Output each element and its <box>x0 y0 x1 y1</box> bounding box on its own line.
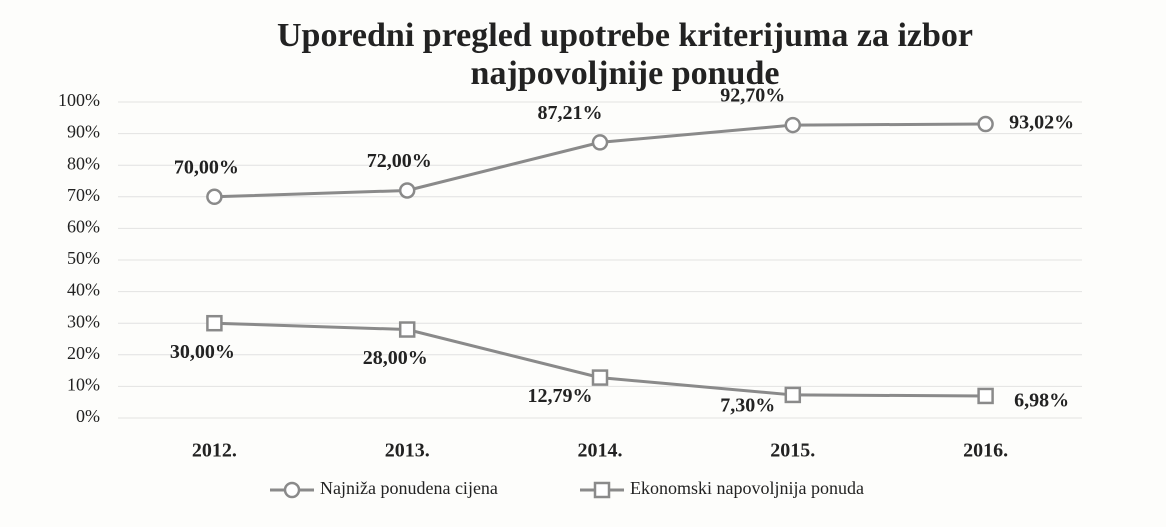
data-label: 28,00% <box>363 347 428 369</box>
legend-label: Najniža ponudena cijena <box>320 478 498 498</box>
point <box>398 321 416 338</box>
y-tick-label: 0% <box>76 406 100 426</box>
data-label: 30,00% <box>170 341 235 363</box>
point <box>977 387 994 405</box>
data-label: 6,98% <box>1014 390 1069 412</box>
point <box>977 115 994 133</box>
point <box>784 386 802 404</box>
x-tick-label: 2014. <box>578 440 623 462</box>
data-label: 70,00% <box>174 156 239 178</box>
legend-label: Ekonomski napovoljnija ponuda <box>630 478 864 498</box>
point <box>591 369 609 386</box>
point <box>784 116 802 134</box>
legend-marker <box>593 481 611 499</box>
data-label: 72,00% <box>367 150 432 172</box>
y-tick-label: 90% <box>67 122 100 142</box>
x-tick-label: 2016. <box>963 440 1008 462</box>
y-tick-label: 20% <box>67 343 100 363</box>
point <box>206 314 223 332</box>
chart-title: najpovoljnije ponude <box>471 55 780 92</box>
data-label: 93,02% <box>1009 112 1074 134</box>
y-tick-label: 30% <box>67 311 100 331</box>
x-tick-label: 2012. <box>192 440 237 462</box>
x-tick-label: 2013. <box>385 440 430 462</box>
data-label: 87,21% <box>538 102 603 124</box>
chart-title: Uporedni pregled upotrebe kriterijuma za… <box>277 17 973 54</box>
y-tick-label: 10% <box>67 375 100 395</box>
y-tick-label: 60% <box>67 217 100 237</box>
data-label: 7,30% <box>720 395 775 417</box>
x-tick-label: 2015. <box>770 440 815 462</box>
y-tick-label: 80% <box>67 153 100 173</box>
y-tick-label: 40% <box>67 280 100 300</box>
y-tick-label: 50% <box>67 248 100 268</box>
y-tick-label: 70% <box>67 185 100 205</box>
point <box>398 182 416 199</box>
point <box>591 134 609 151</box>
point <box>206 188 223 206</box>
legend-marker <box>283 481 301 499</box>
data-label: 92,70% <box>720 85 785 107</box>
data-label: 12,79% <box>528 385 593 407</box>
y-tick-label: 100% <box>58 90 100 110</box>
